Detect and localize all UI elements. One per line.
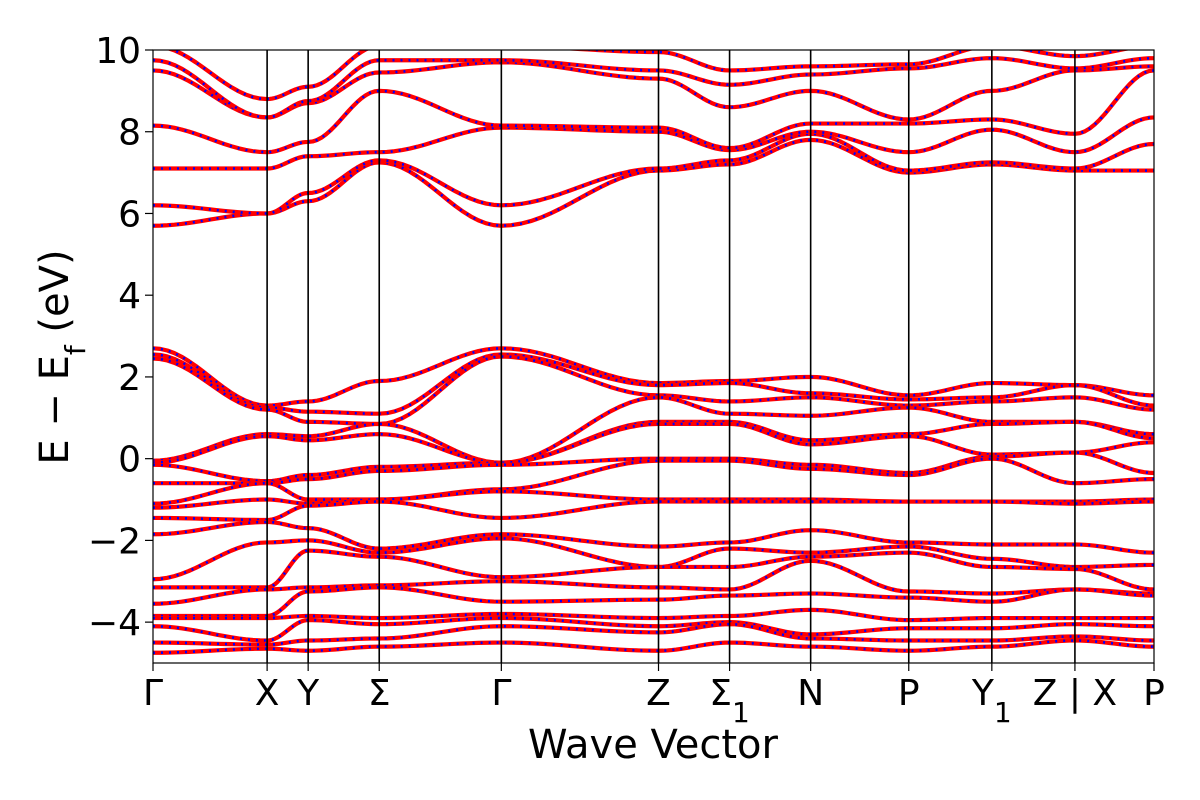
- y-tick-label: 6: [118, 194, 141, 235]
- band-line-b: [153, 396, 1154, 465]
- y-axis-label: E − Ef (eV): [32, 249, 92, 464]
- bands-layer: [153, 50, 1154, 655]
- plot-frame: [152, 49, 1155, 664]
- x-tick-label: Y: [296, 673, 320, 714]
- y-tick-label: −4: [88, 603, 141, 644]
- band-line-a: [153, 352, 1154, 416]
- y-tick-label: 2: [118, 358, 141, 399]
- y-axis: 10 8 6 4 2 0 −2 −4: [88, 31, 153, 644]
- band-line-a: [153, 499, 1154, 523]
- band-line-a: [153, 115, 1154, 171]
- x-tick-label: Z | X: [1033, 673, 1117, 714]
- x-tick-label: Z: [646, 673, 671, 714]
- x-tick-label: Γ: [143, 673, 163, 714]
- plot-background: [153, 50, 1154, 663]
- y-tick-label: 10: [95, 31, 141, 72]
- kpoint-lines: [266, 50, 1076, 663]
- band-line-a: [153, 519, 1154, 555]
- band-line-b: [153, 622, 1154, 646]
- x-tick-label: Γ: [491, 673, 511, 714]
- y-tick-label: 8: [118, 113, 141, 154]
- band-line-a: [153, 536, 1154, 582]
- y-tick-label: −2: [88, 521, 141, 562]
- band-line-b: [153, 451, 1154, 485]
- x-tick-label: P: [1143, 673, 1165, 714]
- band-line-b: [153, 132, 1154, 215]
- band-line-b: [153, 138, 1154, 228]
- band-line-a: [153, 607, 1154, 623]
- band-line-b: [153, 457, 1154, 505]
- band-line-a: [166, 50, 1132, 102]
- band-line-b: [153, 56, 1154, 119]
- band-line-b: [153, 69, 1154, 154]
- x-tick-label: P: [898, 673, 920, 714]
- y-tick-label: 4: [118, 276, 141, 317]
- y-tick-label: 0: [118, 440, 141, 481]
- band-line-b: [153, 549, 1154, 591]
- band-line-a: [153, 615, 1154, 643]
- band-line-a: [153, 638, 1154, 655]
- x-tick-label: N: [797, 673, 824, 714]
- x-tick-label: Σ: [368, 673, 391, 714]
- x-axis: Γ X Y Σ Γ Z Σ1 N P Y1 Z | X P: [143, 663, 1165, 729]
- x-axis-label: Wave Vector: [528, 722, 779, 768]
- x-tick-label: X: [255, 673, 280, 714]
- x-tick-label: Σ1: [709, 673, 750, 729]
- band-line-b: [153, 559, 1154, 606]
- x-tick-label: Y1: [971, 673, 1012, 729]
- band-line-a: [153, 354, 1154, 427]
- band-line-a: [153, 585, 1154, 619]
- band-line-b: [153, 420, 1154, 465]
